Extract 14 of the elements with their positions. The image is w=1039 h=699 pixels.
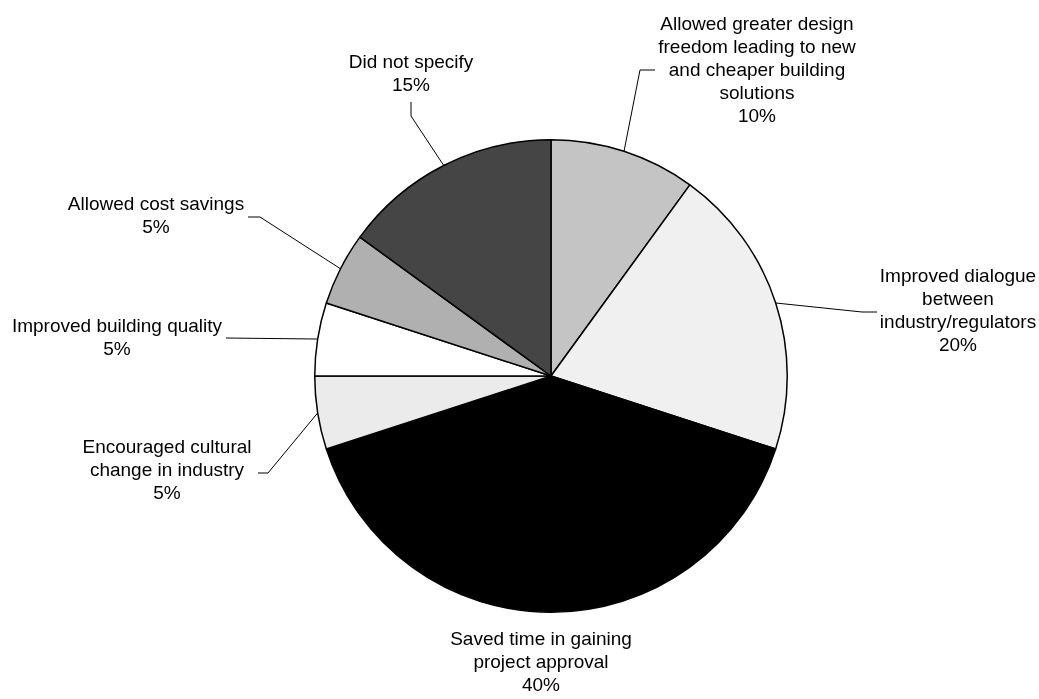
slice-label: Improved dialogue between industry/regulators	[879, 265, 1037, 333]
slice-label: Improved building quality	[11, 315, 223, 337]
slice-label: Allowed cost savings	[67, 193, 245, 215]
data-label: 15%	[391, 74, 431, 96]
slice-label: Encouraged cultural change in industry	[82, 436, 252, 481]
data-label: 10%	[737, 105, 777, 127]
data-label: 5%	[153, 482, 181, 504]
data-label: 40%	[521, 674, 561, 696]
slice-label: Allowed greater design freedom leading to new and cheaper building solutions	[658, 13, 857, 104]
data-label: 5%	[103, 338, 131, 360]
slice-label: Saved time in gaining project approval	[450, 628, 632, 673]
slice-label: Did not specify	[348, 51, 474, 73]
data-label: 20%	[938, 334, 978, 356]
data-label: 5%	[142, 216, 170, 238]
